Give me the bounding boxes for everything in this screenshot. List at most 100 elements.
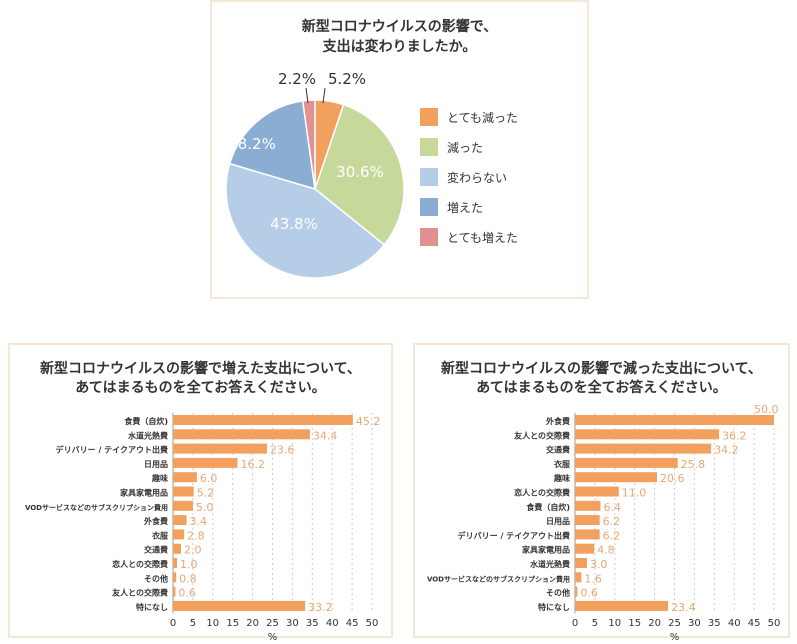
pie-chart: 5.2% 30.6% 43.8% 18.2% 2.2% とても減った減った変わらない増えた… — [225, 70, 518, 279]
legend-label: とても増えた — [447, 231, 518, 245]
x-tick-label: 45 — [748, 618, 761, 629]
pie-value-label: 2.2% — [278, 70, 316, 88]
bar — [173, 529, 185, 540]
bar — [173, 600, 306, 611]
x-tick-label: 50 — [768, 618, 781, 629]
bar — [173, 415, 353, 425]
legend-label: 減った — [447, 140, 483, 155]
bar — [173, 443, 267, 454]
category-label: デリバリー / テイクアウト出費 — [56, 445, 168, 455]
bar-value-label: 6.4 — [603, 501, 621, 514]
x-tick-label: 35 — [306, 618, 319, 629]
bar-value-label: 1.0 — [180, 558, 198, 571]
pie-chart-panel: 新型コロナウイルスの影響で、 支出は変わりましたか。 5.2% 30.6% 43.8… — [210, 0, 589, 299]
bar — [575, 543, 595, 554]
pie-value-label: 18.2% — [228, 135, 276, 153]
bar-value-label: 0.6 — [580, 587, 598, 600]
x-tick-label: 20 — [648, 618, 661, 629]
bar — [575, 572, 582, 583]
bar-value-label: 50.0 — [754, 403, 779, 416]
pie-slice — [314, 103, 405, 246]
bar — [173, 558, 177, 568]
category-label: 交通費 — [546, 445, 570, 455]
x-tick-label: 30 — [688, 618, 701, 629]
bar — [575, 429, 720, 440]
bar — [575, 486, 619, 497]
category-label: 趣味 — [151, 473, 168, 483]
leader-line — [322, 87, 326, 104]
category-label: 外食費 — [144, 516, 168, 526]
category-label: その他 — [144, 573, 168, 583]
leader-line — [305, 87, 309, 104]
pie-value-label: 30.6% — [336, 163, 384, 181]
bar — [575, 457, 678, 468]
category-label: 食費（自炊) — [124, 416, 168, 426]
bar — [173, 586, 176, 597]
decreased-spending-panel: 新型コロナウイルスの影響で減った支出について、 あてはまるものを全てお答えくださ… — [413, 343, 790, 640]
bar-value-label: 20.6 — [660, 472, 685, 485]
category-label: 水道光熱費 — [127, 430, 168, 440]
bar — [173, 457, 238, 468]
category-label: デリバリー / テイクアウト出費 — [458, 530, 570, 540]
left-title-line2: あてはまるものを全てお答えください。 — [75, 380, 326, 396]
category-label: 衣服 — [152, 530, 169, 540]
category-label: 水道光熱費 — [529, 559, 570, 569]
bar — [173, 472, 197, 483]
legend-swatch — [420, 138, 438, 156]
left-title-line1: 新型コロナウイルスの影響で増えた支出について、 — [40, 361, 361, 377]
bar — [575, 586, 578, 597]
bar-value-label: 45.2 — [356, 415, 381, 428]
bar — [575, 500, 601, 511]
category-label: 家具家電用品 — [522, 545, 570, 555]
x-tick-label: 45 — [346, 618, 359, 629]
bar-value-label: 33.2 — [308, 601, 333, 614]
x-tick-label: 30 — [286, 618, 299, 629]
pie-slice — [228, 100, 316, 191]
bar — [575, 472, 657, 483]
bar-value-label: 23.6 — [270, 444, 295, 457]
legend-label: 変わらない — [447, 170, 507, 185]
bar-value-label: 6.2 — [603, 529, 621, 542]
bar-value-label: 36.2 — [722, 429, 747, 442]
bar-value-label: 5.0 — [196, 501, 214, 514]
x-tick-label: 50 — [366, 618, 379, 629]
bar — [173, 486, 194, 497]
x-tick-label: 25 — [266, 618, 279, 629]
bar — [575, 443, 712, 454]
right-title-line1: 新型コロナウイルスの影響で減った支出について、 — [441, 361, 762, 377]
legend-swatch — [420, 108, 438, 126]
pie-slice — [301, 99, 316, 190]
pie-title-line2: 支出は変わりましたか。 — [322, 39, 477, 55]
bar — [173, 543, 181, 554]
category-label: 日用品 — [144, 460, 168, 469]
bar-value-label: 0.6 — [178, 587, 196, 600]
x-tick-label: 15 — [628, 618, 641, 629]
increased-spending-bar-chart: 0 5 10 15 20 25 30 35 40 45 50% 食費（自炊) 45.2 水道光熱費 34.4… — [25, 413, 381, 640]
x-tick-label: 5 — [190, 618, 196, 629]
bar-value-label: 1.6 — [584, 572, 602, 585]
bar-value-label: 2.0 — [184, 544, 202, 557]
bar-value-label: 16.2 — [240, 458, 265, 471]
pie-value-label: 5.2% — [328, 70, 366, 88]
x-tick-label: 15 — [226, 618, 239, 629]
bar-value-label: 5.2 — [197, 487, 215, 500]
category-label: 友人との交際費 — [111, 588, 168, 598]
legend-label: 増えた — [447, 201, 483, 215]
legend-label: とても減った — [447, 110, 518, 125]
bar-value-label: 34.4 — [313, 429, 338, 442]
category-label: 趣味 — [553, 473, 570, 483]
x-tick-label: 20 — [246, 618, 259, 629]
bar-value-label: 11.0 — [622, 487, 647, 500]
bar — [575, 529, 600, 540]
right-title-line2: あてはまるものを全てお答えください。 — [476, 380, 727, 396]
bar-value-label: 0.8 — [179, 572, 197, 585]
x-tick-label: 40 — [326, 618, 339, 629]
category-label: 友人との交際費 — [513, 430, 570, 440]
bar-value-label: 34.2 — [714, 444, 739, 457]
bar — [575, 515, 600, 526]
x-axis-label: % — [268, 632, 278, 640]
x-tick-label: 10 — [608, 618, 621, 629]
increased-spending-panel: 新型コロナウイルスの影響で増えた支出について、 あてはまるものを全てお答えくださ… — [8, 343, 393, 640]
category-label: 日用品 — [546, 517, 570, 526]
bar — [173, 572, 177, 583]
